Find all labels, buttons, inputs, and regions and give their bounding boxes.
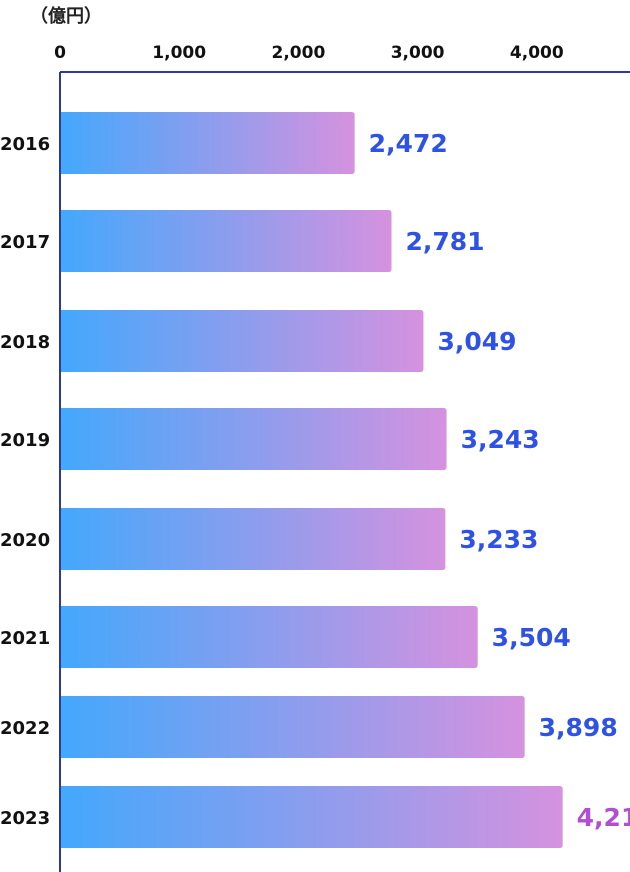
category-label: 2018	[0, 332, 50, 353]
x-tick-label: 4,000	[510, 43, 564, 63]
value-label: 3,233	[459, 525, 538, 554]
value-label: 3,049	[437, 327, 516, 356]
x-tick-label: 3,000	[391, 43, 445, 63]
bar	[60, 786, 563, 848]
bar	[60, 112, 355, 174]
x-tick-label: 0	[54, 43, 66, 63]
unit-label: （億円）	[30, 5, 102, 27]
value-label: 4,217	[577, 803, 630, 832]
x-tick-label: 2,000	[272, 43, 326, 63]
category-label: 2023	[0, 808, 50, 829]
category-label: 2021	[0, 628, 50, 649]
x-tick-labels: 0 1,000 2,000 3,000 4,000	[54, 43, 564, 63]
category-label: 2016	[0, 134, 50, 155]
category-label: 2022	[0, 718, 50, 739]
bar	[60, 606, 478, 668]
value-label: 2,781	[405, 227, 484, 256]
bars: 2016 2,472 2017 2,781 2018 3,049 2019 3,243 2020…	[0, 112, 630, 848]
bar	[60, 696, 525, 758]
value-label: 3,243	[461, 425, 540, 454]
bar	[60, 310, 424, 372]
x-tick-label: 1,000	[152, 43, 206, 63]
value-label: 2,472	[369, 129, 448, 158]
category-label: 2020	[0, 530, 50, 551]
value-label: 3,504	[492, 623, 571, 652]
bar	[60, 408, 447, 470]
value-label: 3,898	[539, 713, 618, 742]
category-label: 2017	[0, 232, 50, 253]
bar	[60, 210, 392, 272]
bar	[60, 508, 446, 570]
category-label: 2019	[0, 430, 50, 451]
